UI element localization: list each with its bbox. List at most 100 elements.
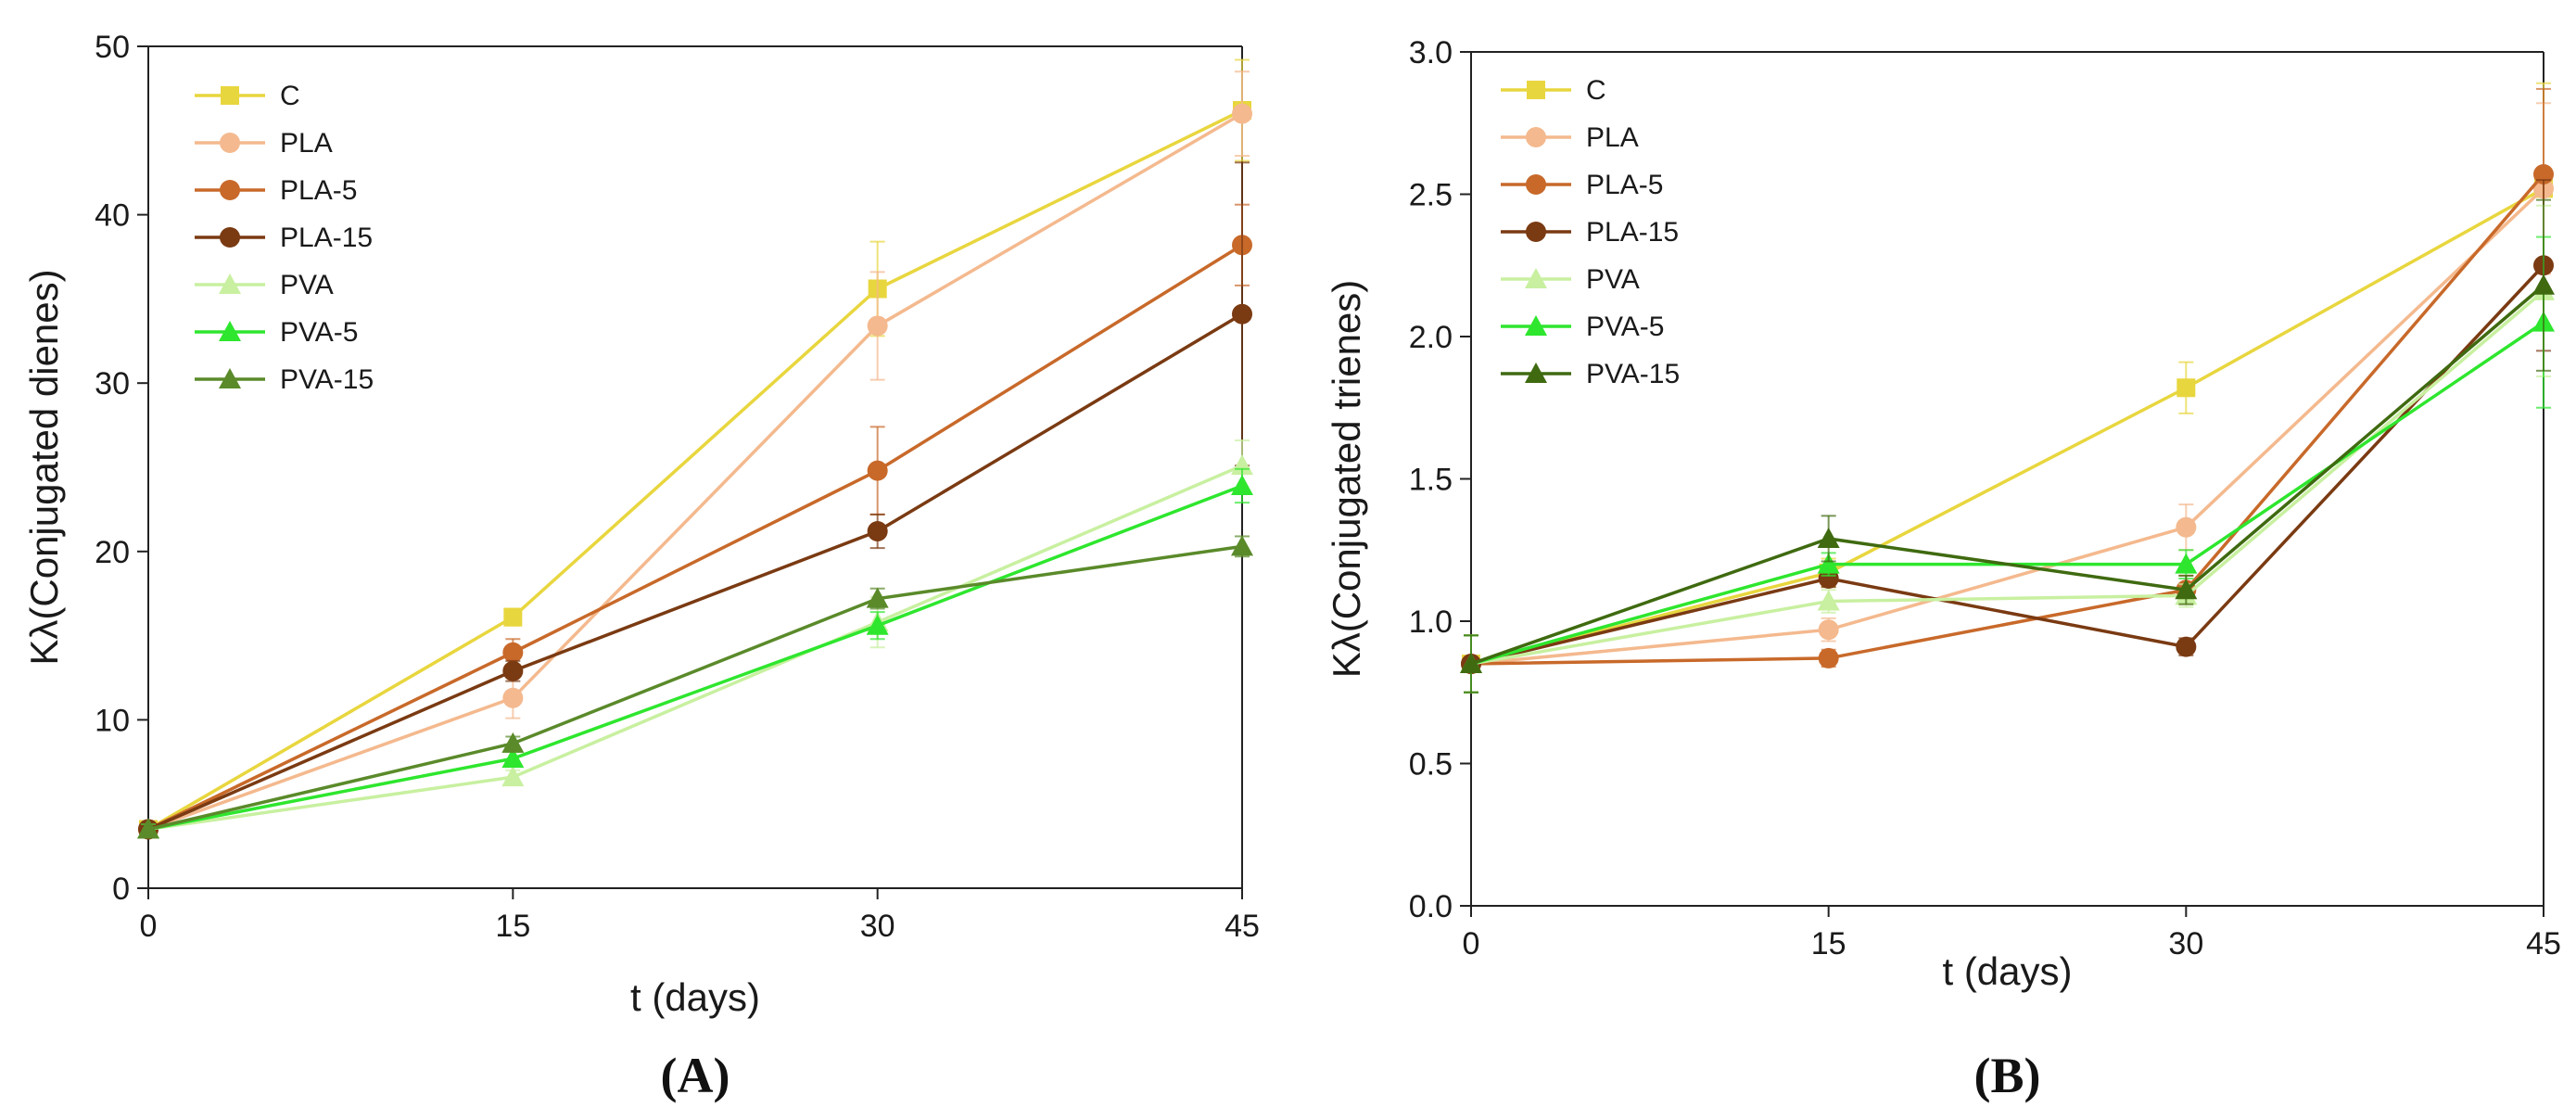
- legend-item: PLA: [195, 128, 333, 159]
- legend-label: PVA-5: [280, 317, 358, 348]
- axes: 0.0 0.5 1.0 1.5 2.0 2.5 3.0 0 15 30 45: [1409, 35, 2561, 961]
- legend-item: PLA: [1501, 122, 1639, 153]
- data-point: [1232, 303, 1252, 325]
- legend-marker: [1526, 127, 1546, 147]
- series-pla: [138, 70, 1252, 840]
- legend-marker: [1527, 81, 1545, 99]
- data-point: [1231, 535, 1253, 556]
- data-point: [2176, 636, 2197, 657]
- legend-label: PLA-5: [1586, 170, 1663, 200]
- chart-b-svg: 0.0 0.5 1.0 1.5 2.0 2.5 3.0 0 15 30 45 t (days) Kλ(C…: [1325, 35, 2561, 1103]
- y-tick-label: 20: [95, 535, 130, 570]
- data-point: [2175, 579, 2198, 600]
- series-line: [1470, 186, 2544, 666]
- legend-label: PVA-15: [280, 364, 374, 395]
- legend-item: PVA-15: [1501, 359, 1680, 389]
- series-pva-5: [137, 467, 1253, 839]
- legend-item: C: [1501, 75, 1606, 106]
- legend: C PLA PLA-5 PLA-15 PVA PVA-5 PVA-15: [1501, 75, 1680, 389]
- x-tick-label: 15: [495, 909, 530, 944]
- y-tick-label: 0.5: [1409, 747, 1453, 783]
- series-line: [147, 464, 1243, 832]
- legend-marker: [219, 321, 241, 341]
- legend-marker: [219, 368, 241, 388]
- legend-item: PVA-15: [195, 364, 374, 395]
- data-point: [1817, 553, 1840, 574]
- panel-label: (A): [661, 1048, 730, 1103]
- legend-label: PVA-5: [1586, 312, 1664, 342]
- x-tick-label: 15: [1811, 926, 1846, 961]
- legend-label: C: [1586, 75, 1606, 106]
- series-line: [1470, 264, 2545, 666]
- y-tick-label: 2.0: [1409, 320, 1453, 355]
- data-point: [2176, 516, 2197, 538]
- data-point: [2175, 553, 2198, 574]
- legend-label: PVA-15: [1586, 359, 1680, 389]
- series-line: [147, 312, 1243, 832]
- legend-marker: [1526, 174, 1546, 195]
- series-line: [147, 108, 1243, 831]
- data-point: [501, 732, 525, 753]
- x-tick-label: 45: [1225, 909, 1260, 944]
- series-pla-15: [1461, 179, 2554, 694]
- data-point: [1818, 619, 1839, 641]
- y-tick-label: 2.5: [1409, 178, 1453, 213]
- legend-marker: [221, 86, 239, 105]
- data-point: [867, 460, 888, 481]
- y-axis-title: Kλ(Conjugated dienes): [22, 269, 66, 665]
- y-axis-title: Kλ(Conjugated trienes): [1325, 280, 1368, 679]
- data-point: [137, 818, 159, 839]
- series-line: [147, 112, 1243, 832]
- legend: C PLA PLA-5 PLA-15 PVA PVA-5 PVA-15: [195, 81, 374, 395]
- series-line: [1470, 172, 2545, 666]
- y-tick-label: 3.0: [1409, 35, 1453, 70]
- legend-label: PVA: [280, 270, 334, 300]
- legend-item: PVA-5: [1501, 312, 1664, 342]
- y-tick-label: 1.5: [1409, 463, 1453, 498]
- legend-label: C: [280, 81, 300, 111]
- legend-item: PLA-15: [195, 223, 373, 253]
- plot-area: [1460, 82, 2555, 694]
- axes: 0 10 20 30 40 50 0 15 30 45: [95, 30, 1260, 944]
- legend-marker: [1525, 268, 1547, 288]
- series-line: [1470, 284, 2545, 666]
- x-tick-label: 0: [140, 909, 158, 944]
- legend-item: PLA-5: [1501, 170, 1663, 200]
- data-point: [502, 660, 524, 681]
- legend-marker: [220, 227, 240, 248]
- y-tick-label: 40: [95, 198, 130, 234]
- data-point: [1231, 474, 1253, 495]
- data-point: [866, 587, 889, 608]
- y-tick-label: 30: [95, 366, 130, 401]
- data-point: [2176, 378, 2196, 398]
- legend-item: PLA-15: [1501, 217, 1679, 248]
- legend-item: PVA: [1501, 264, 1640, 295]
- legend-label: PLA: [280, 128, 333, 159]
- legend-marker: [220, 133, 240, 153]
- chart-panel-b: 0.0 0.5 1.0 1.5 2.0 2.5 3.0 0 15 30 45 t (days) Kλ(C…: [1288, 0, 2576, 1120]
- x-tick-label: 30: [2168, 926, 2203, 961]
- x-axis-title: t (days): [630, 975, 760, 1019]
- x-tick-label: 30: [860, 909, 895, 944]
- legend-item: PVA-5: [195, 317, 358, 348]
- legend-marker: [1525, 315, 1547, 336]
- data-point: [866, 614, 889, 635]
- series-pva-15: [1460, 198, 2555, 694]
- legend-marker: [1526, 222, 1546, 242]
- data-point: [2532, 274, 2555, 295]
- data-point: [502, 687, 524, 708]
- legend-label: PLA: [1586, 122, 1639, 153]
- x-axis-title: t (days): [1942, 949, 2072, 993]
- plot-area: [137, 58, 1253, 840]
- legend-item: PLA-5: [195, 175, 357, 206]
- y-tick-label: 50: [95, 30, 130, 65]
- chart-a-svg: 0 10 20 30 40 50 0 15 30 45 t (days) Kλ(Conjugated …: [22, 30, 1260, 1103]
- chart-panel-a: 0 10 20 30 40 50 0 15 30 45 t (days) Kλ(Conjugated …: [22, 30, 1260, 1103]
- legend-label: PLA-15: [280, 223, 373, 253]
- legend-label: PVA: [1586, 264, 1640, 295]
- legend-item: PVA: [195, 270, 334, 300]
- x-tick-label: 0: [1463, 926, 1480, 961]
- legend-label: PLA-5: [280, 175, 357, 206]
- data-point: [1818, 647, 1839, 668]
- series-line: [147, 544, 1243, 832]
